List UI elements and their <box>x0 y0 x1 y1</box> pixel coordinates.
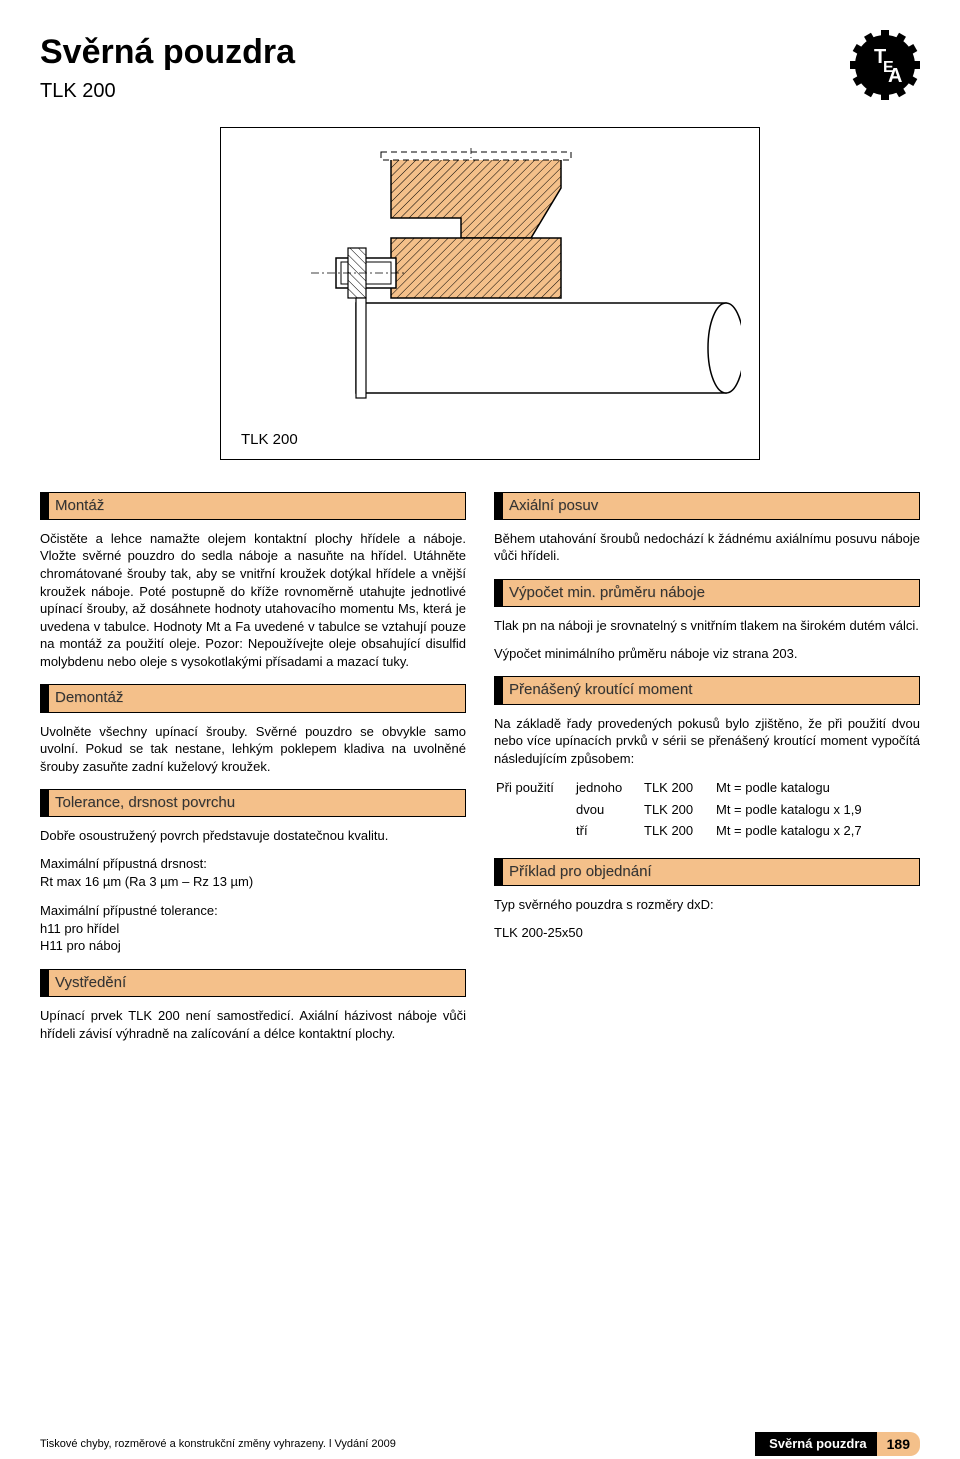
logo-letter-a: A <box>888 65 902 87</box>
text-priklad-1: Typ svěrného pouzdra s rozměry dxD: <box>494 896 920 914</box>
usage-count-1: dvou <box>576 801 642 821</box>
table-row: tří TLK 200 Mt = podle katalogu x 2,7 <box>496 822 870 842</box>
usage-formula-2: Mt = podle katalogu x 2,7 <box>716 822 870 842</box>
cross-section-diagram <box>241 148 741 418</box>
text-tolerance-2: Maximální přípustná drsnost: <box>40 855 466 873</box>
text-tolerance-4: Maximální přípustné tolerance: <box>40 902 466 920</box>
text-tolerance-6: H11 pro náboj <box>40 937 466 955</box>
page-footer: Tiskové chyby, rozměrové a konstrukční z… <box>0 1429 960 1459</box>
usage-table: Při použití jednoho TLK 200 Mt = podle k… <box>494 777 872 844</box>
text-priklad-2: TLK 200-25x50 <box>494 924 920 942</box>
usage-type-2: TLK 200 <box>644 822 714 842</box>
usage-label: Při použití <box>496 779 574 799</box>
page: Svěrná pouzdra TLK 200 <box>0 0 960 1052</box>
usage-formula-0: Mt = podle katalogu <box>716 779 870 799</box>
right-column: Axiální posuv Během utahování šroubů ned… <box>494 478 920 1052</box>
text-tolerance-1: Dobře osoustružený povrch představuje do… <box>40 827 466 845</box>
text-tolerance-3: Rt max 16 µm (Ra 3 µm – Rz 13 µm) <box>40 873 466 891</box>
heading-vystredeni: Vystředění <box>40 969 466 997</box>
text-tolerance-5: h11 pro hřídel <box>40 920 466 938</box>
brand-logo: T E A <box>850 30 920 100</box>
gear-icon: T E A <box>850 30 920 100</box>
usage-type-1: TLK 200 <box>644 801 714 821</box>
heading-priklad: Příklad pro objednání <box>494 858 920 886</box>
usage-formula-1: Mt = podle katalogu x 1,9 <box>716 801 870 821</box>
content-columns: Montáž Očistěte a lehce namažte olejem k… <box>40 478 920 1052</box>
text-vystredeni: Upínací prvek TLK 200 není samostředicí.… <box>40 1007 466 1042</box>
title-block: Svěrná pouzdra TLK 200 <box>40 30 295 105</box>
usage-count-2: tří <box>576 822 642 842</box>
text-demontaz: Uvolněte všechny upínací šrouby. Svěrné … <box>40 723 466 776</box>
page-number: 189 <box>877 1432 920 1456</box>
text-vypocet-1: Tlak pn na náboji je srovnatelný s vnitř… <box>494 617 920 635</box>
heading-prenaseny: Přenášený kroutící moment <box>494 676 920 704</box>
heading-vypocet: Výpočet min. průměru náboje <box>494 579 920 607</box>
text-montaz: Očistěte a lehce namažte olejem kontaktn… <box>40 530 466 670</box>
usage-count-0: jednoho <box>576 779 642 799</box>
figure-container: TLK 200 <box>220 127 760 460</box>
text-axialni: Během utahování šroubů nedochází k žádné… <box>494 530 920 565</box>
page-title: Svěrná pouzdra <box>40 30 295 76</box>
heading-axialni: Axiální posuv <box>494 492 920 520</box>
heading-tolerance: Tolerance, drsnost povrchu <box>40 789 466 817</box>
usage-type-0: TLK 200 <box>644 779 714 799</box>
page-subtitle: TLK 200 <box>40 78 295 105</box>
figure-caption: TLK 200 <box>241 430 739 450</box>
footer-strip: Svěrná pouzdra <box>755 1432 877 1456</box>
text-prenaseny: Na základě řady provedených pokusů bylo … <box>494 715 920 768</box>
footer-left-text: Tiskové chyby, rozměrové a konstrukční z… <box>40 1437 755 1452</box>
text-vypocet-2: Výpočet minimálního průměru náboje viz s… <box>494 645 920 663</box>
heading-demontaz: Demontáž <box>40 684 466 712</box>
table-row: dvou TLK 200 Mt = podle katalogu x 1,9 <box>496 801 870 821</box>
heading-montaz: Montáž <box>40 492 466 520</box>
table-row: Při použití jednoho TLK 200 Mt = podle k… <box>496 779 870 799</box>
header: Svěrná pouzdra TLK 200 <box>40 30 920 105</box>
left-column: Montáž Očistěte a lehce namažte olejem k… <box>40 478 466 1052</box>
